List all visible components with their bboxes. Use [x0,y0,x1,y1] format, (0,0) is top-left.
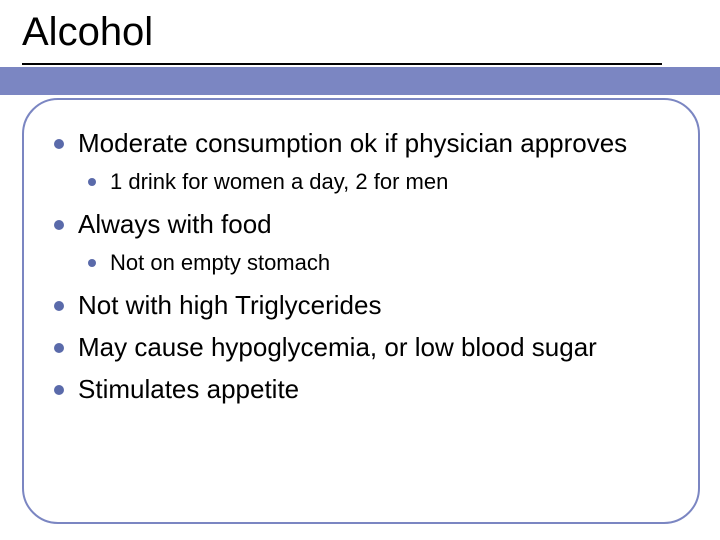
list-item: Stimulates appetite [50,374,672,406]
bullet-lvl2: Not on empty stomach [86,249,672,277]
list-item: Moderate consumption ok if physician app… [50,128,672,195]
slide: Alcohol Moderate consumption ok if physi… [0,0,720,540]
slide-title: Alcohol [22,10,153,55]
list-item: May cause hypoglycemia, or low blood sug… [50,332,672,364]
bullet-lvl1: Not with high Triglycerides [50,290,672,322]
bullet-lvl2: 1 drink for women a day, 2 for men [86,168,672,196]
content-card: Moderate consumption ok if physician app… [22,98,700,524]
header-accent-band [0,67,720,95]
bullet-list: Moderate consumption ok if physician app… [50,128,672,406]
bullet-lvl1: Always with food [50,209,672,241]
list-item: Always with food Not on empty stomach [50,209,672,276]
list-item: Not with high Triglycerides [50,290,672,322]
bullet-lvl1: Stimulates appetite [50,374,672,406]
title-underline [22,63,662,65]
bullet-lvl1: Moderate consumption ok if physician app… [50,128,672,160]
bullet-lvl1: May cause hypoglycemia, or low blood sug… [50,332,672,364]
